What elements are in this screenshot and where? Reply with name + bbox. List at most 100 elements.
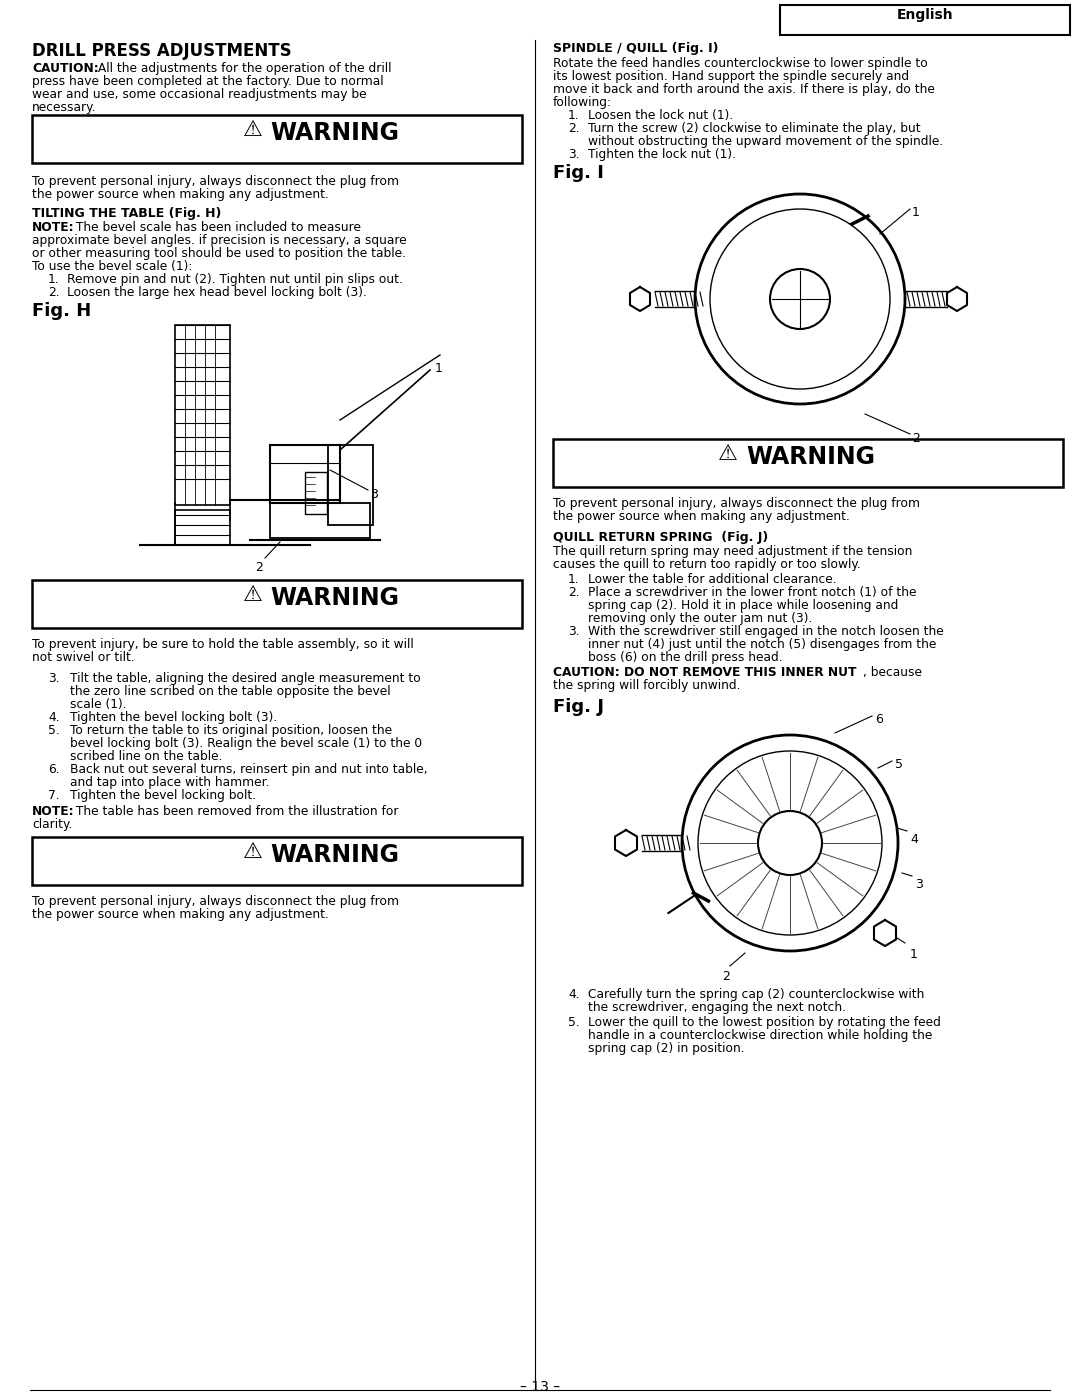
Text: To prevent personal injury, always disconnect the plug from: To prevent personal injury, always disco… xyxy=(32,175,399,189)
Text: 4.: 4. xyxy=(568,988,580,1002)
Bar xyxy=(305,472,327,514)
Bar xyxy=(32,580,522,629)
Text: or other measuring tool should be used to position the table.: or other measuring tool should be used t… xyxy=(32,247,406,260)
Text: ⚠: ⚠ xyxy=(243,585,264,605)
Text: removing only the outer jam nut (3).: removing only the outer jam nut (3). xyxy=(588,612,812,624)
Text: wear and use, some occasional readjustments may be: wear and use, some occasional readjustme… xyxy=(32,88,366,101)
Text: WARNING: WARNING xyxy=(270,842,399,868)
Text: 4: 4 xyxy=(910,833,918,847)
Text: approximate bevel angles. if precision is necessary, a square: approximate bevel angles. if precision i… xyxy=(32,235,407,247)
Text: 4.: 4. xyxy=(48,711,59,724)
Text: All the adjustments for the operation of the drill: All the adjustments for the operation of… xyxy=(94,61,391,75)
Text: Turn the screw (2) clockwise to eliminate the play, but: Turn the screw (2) clockwise to eliminat… xyxy=(588,122,920,136)
Text: TILTING THE TABLE (Fig. H): TILTING THE TABLE (Fig. H) xyxy=(32,207,221,219)
Text: Remove pin and nut (2). Tighten nut until pin slips out.: Remove pin and nut (2). Tighten nut unti… xyxy=(67,272,403,286)
Text: WARNING: WARNING xyxy=(270,585,399,610)
Bar xyxy=(175,326,230,504)
Text: 1: 1 xyxy=(912,205,920,219)
Text: 3.: 3. xyxy=(48,672,59,685)
Text: To prevent personal injury, always disconnect the plug from: To prevent personal injury, always disco… xyxy=(32,895,399,908)
Text: 3: 3 xyxy=(915,877,923,891)
Text: 1.: 1. xyxy=(568,109,580,122)
Text: ⚠: ⚠ xyxy=(243,842,264,862)
Text: 2: 2 xyxy=(255,562,262,574)
Text: Lower the quill to the lowest position by rotating the feed: Lower the quill to the lowest position b… xyxy=(588,1016,941,1030)
Text: To prevent injury, be sure to hold the table assembly, so it will: To prevent injury, be sure to hold the t… xyxy=(32,638,414,651)
Text: causes the quill to return too rapidly or too slowly.: causes the quill to return too rapidly o… xyxy=(553,557,861,571)
Text: Fig. J: Fig. J xyxy=(553,698,604,717)
Text: QUILL RETURN SPRING  (Fig. J): QUILL RETURN SPRING (Fig. J) xyxy=(553,531,768,543)
Text: Tighten the lock nut (1).: Tighten the lock nut (1). xyxy=(588,148,735,161)
Polygon shape xyxy=(630,286,650,312)
Text: 2.: 2. xyxy=(48,286,59,299)
Text: 3: 3 xyxy=(370,488,378,502)
Text: 2.: 2. xyxy=(568,122,580,136)
Text: English: English xyxy=(896,8,954,22)
Text: 5.: 5. xyxy=(568,1016,580,1030)
Text: Lower the table for additional clearance.: Lower the table for additional clearance… xyxy=(588,573,837,585)
Text: 3.: 3. xyxy=(568,624,580,638)
Text: 5: 5 xyxy=(895,759,903,771)
Text: With the screwdriver still engaged in the notch loosen the: With the screwdriver still engaged in th… xyxy=(588,624,944,638)
Text: following:: following: xyxy=(553,96,612,109)
Text: NOTE:: NOTE: xyxy=(32,221,75,235)
Text: CAUTION:: CAUTION: xyxy=(32,61,98,75)
Text: Tilt the table, aligning the desired angle measurement to: Tilt the table, aligning the desired ang… xyxy=(70,672,421,685)
Text: DRILL PRESS ADJUSTMENTS: DRILL PRESS ADJUSTMENTS xyxy=(32,42,292,60)
Text: NOTE:: NOTE: xyxy=(32,805,75,819)
Text: 2: 2 xyxy=(912,432,920,446)
Text: inner nut (4) just until the notch (5) disengages from the: inner nut (4) just until the notch (5) d… xyxy=(588,638,936,651)
Text: necessary.: necessary. xyxy=(32,101,96,115)
Text: the screwdriver, engaging the next notch.: the screwdriver, engaging the next notch… xyxy=(588,1002,846,1014)
Text: 1.: 1. xyxy=(568,573,580,585)
Bar xyxy=(32,837,522,886)
Text: and tap into place with hammer.: and tap into place with hammer. xyxy=(70,775,270,789)
Text: Loosen the lock nut (1).: Loosen the lock nut (1). xyxy=(588,109,733,122)
Text: spring cap (2). Hold it in place while loosening and: spring cap (2). Hold it in place while l… xyxy=(588,599,899,612)
Text: WARNING: WARNING xyxy=(270,122,399,145)
Text: boss (6) on the drill press head.: boss (6) on the drill press head. xyxy=(588,651,783,664)
Text: spring cap (2) in position.: spring cap (2) in position. xyxy=(588,1042,744,1055)
Text: 6: 6 xyxy=(875,712,882,726)
Bar xyxy=(270,446,340,503)
Text: bevel locking bolt (3). Realign the bevel scale (1) to the 0: bevel locking bolt (3). Realign the beve… xyxy=(70,738,422,750)
Text: without obstructing the upward movement of the spindle.: without obstructing the upward movement … xyxy=(588,136,943,148)
Text: CAUTION: DO NOT REMOVE THIS INNER NUT: CAUTION: DO NOT REMOVE THIS INNER NUT xyxy=(553,666,856,679)
Bar xyxy=(270,503,370,538)
Text: its lowest position. Hand support the spindle securely and: its lowest position. Hand support the sp… xyxy=(553,70,909,82)
Text: ⚠: ⚠ xyxy=(718,444,738,464)
Text: To use the bevel scale (1):: To use the bevel scale (1): xyxy=(32,260,192,272)
Text: Tighten the bevel locking bolt (3).: Tighten the bevel locking bolt (3). xyxy=(70,711,278,724)
Text: scale (1).: scale (1). xyxy=(70,698,126,711)
Text: Place a screwdriver in the lower front notch (1) of the: Place a screwdriver in the lower front n… xyxy=(588,585,917,599)
Text: move it back and forth around the axis. If there is play, do the: move it back and forth around the axis. … xyxy=(553,82,935,96)
Bar xyxy=(780,6,1070,35)
Text: , because: , because xyxy=(863,666,922,679)
Text: handle in a counterclockwise direction while holding the: handle in a counterclockwise direction w… xyxy=(588,1030,932,1042)
Bar xyxy=(328,446,373,525)
Text: 1: 1 xyxy=(910,949,918,961)
Text: SPINDLE / QUILL (Fig. I): SPINDLE / QUILL (Fig. I) xyxy=(553,42,718,54)
Text: WARNING: WARNING xyxy=(746,446,875,469)
Text: Loosen the large hex head bevel locking bolt (3).: Loosen the large hex head bevel locking … xyxy=(67,286,367,299)
Bar xyxy=(32,115,522,163)
Polygon shape xyxy=(874,921,896,946)
Text: The bevel scale has been included to measure: The bevel scale has been included to mea… xyxy=(72,221,361,235)
Text: Back nut out several turns, reinsert pin and nut into table,: Back nut out several turns, reinsert pin… xyxy=(70,763,428,775)
Text: To return the table to its original position, loosen the: To return the table to its original posi… xyxy=(70,724,392,738)
Text: clarity.: clarity. xyxy=(32,819,72,831)
Text: the power source when making any adjustment.: the power source when making any adjustm… xyxy=(32,908,329,921)
Text: – 13 –: – 13 – xyxy=(519,1380,561,1394)
Text: The quill return spring may need adjustment if the tension: The quill return spring may need adjustm… xyxy=(553,545,913,557)
Text: 2: 2 xyxy=(723,970,730,983)
Text: 5.: 5. xyxy=(48,724,59,738)
Text: Tighten the bevel locking bolt.: Tighten the bevel locking bolt. xyxy=(70,789,256,802)
Text: 6.: 6. xyxy=(48,763,59,775)
Text: the power source when making any adjustment.: the power source when making any adjustm… xyxy=(553,510,850,522)
Text: press have been completed at the factory. Due to normal: press have been completed at the factory… xyxy=(32,75,383,88)
Polygon shape xyxy=(947,286,967,312)
Text: 2.: 2. xyxy=(568,585,580,599)
Text: Rotate the feed handles counterclockwise to lower spindle to: Rotate the feed handles counterclockwise… xyxy=(553,57,928,70)
Text: the spring will forcibly unwind.: the spring will forcibly unwind. xyxy=(553,679,741,692)
Text: the zero line scribed on the table opposite the bevel: the zero line scribed on the table oppos… xyxy=(70,685,391,698)
